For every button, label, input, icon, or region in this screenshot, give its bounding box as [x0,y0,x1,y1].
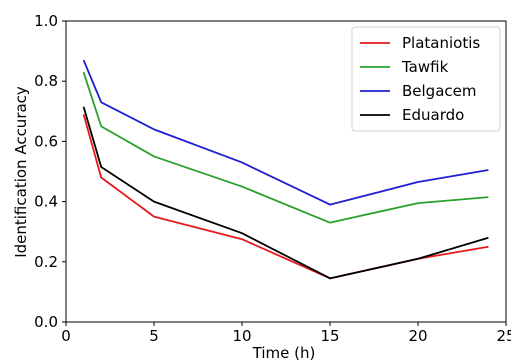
y-tick-label: 0.2 [34,253,58,271]
series-line-eduardo [82,106,489,280]
legend-label-belgacem: Belgacem [402,82,477,100]
series-line-plataniotis [82,114,489,280]
legend-label-plataniotis: Plataniotis [402,34,480,52]
legend-label-eduardo: Eduardo [402,106,464,124]
x-tick-label: 20 [408,327,427,345]
x-axis-label: Time (h) [252,344,316,362]
x-tick-label: 25 [496,327,511,345]
plot-frame [65,20,507,323]
legend-box [351,26,501,132]
plot-area: 0 5 10 15 20 25 0.0 0.2 0.4 0.6 0.8 1.0 [34,12,511,345]
series-line-belgacem [82,59,489,206]
y-tick-label: 0.6 [34,132,58,150]
x-tick-label: 10 [232,327,251,345]
legend: Plataniotis Tawfik Belgacem Eduardo [351,26,501,132]
x-tick-label: 5 [149,327,159,345]
legend-label-tawfik: Tawfik [401,58,449,76]
y-axis-label: Identification Accuracy [12,86,30,258]
y-tick-label: 1.0 [34,12,58,30]
x-tick-label: 0 [61,327,71,345]
x-tick-label: 15 [320,327,339,345]
y-tick-label: 0.0 [34,313,58,331]
y-tick-label: 0.8 [34,72,58,90]
series-line-tawfik [82,71,489,224]
y-tick-label: 0.4 [34,193,58,211]
